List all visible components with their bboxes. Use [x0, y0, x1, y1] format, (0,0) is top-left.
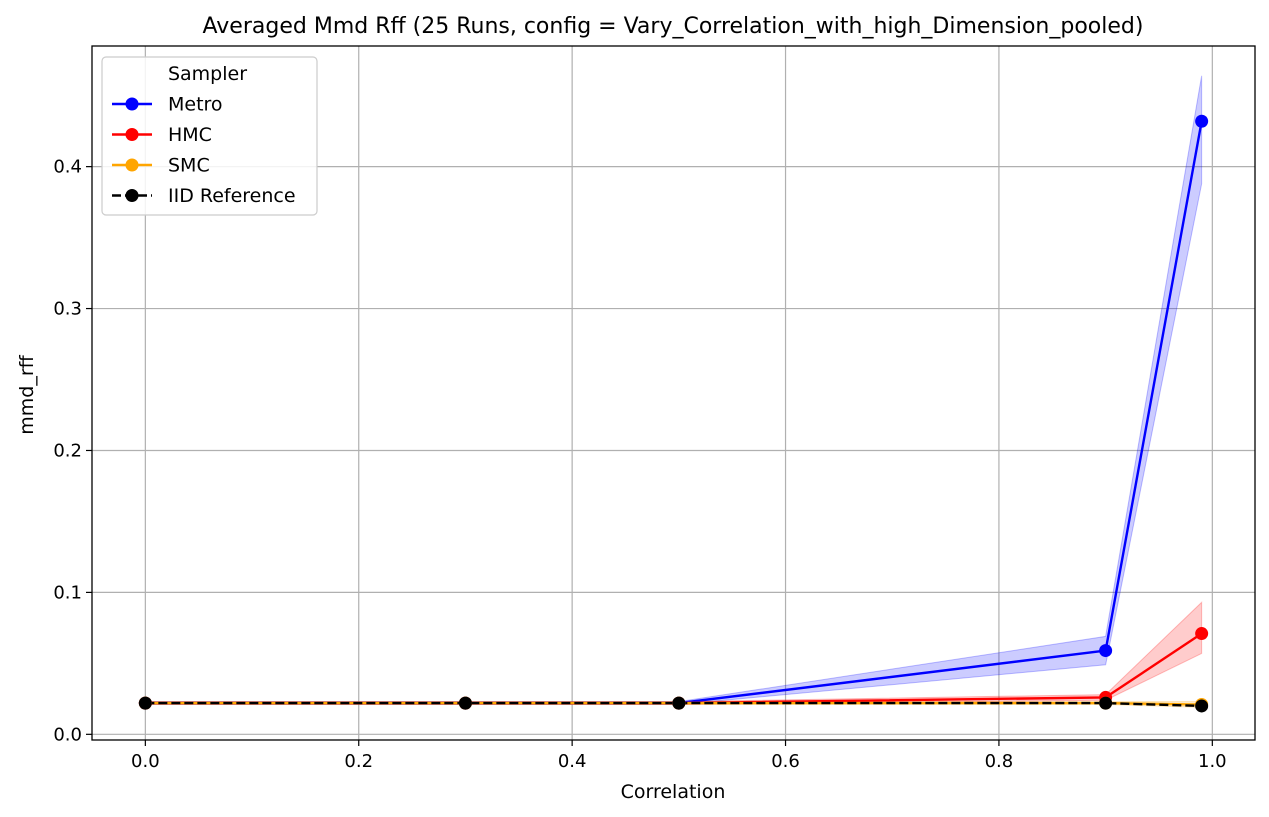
data-point — [138, 696, 152, 710]
plot-frame — [91, 45, 1256, 741]
data-point — [458, 696, 472, 710]
x-tick-label: 0.2 — [344, 751, 373, 772]
x-tick-label: 0.4 — [558, 751, 587, 772]
legend-box — [101, 56, 318, 216]
data-point — [672, 696, 686, 710]
legend-label: Metro — [168, 94, 223, 116]
legend-label: HMC — [168, 124, 212, 146]
x-axis-label: Correlation — [621, 781, 726, 803]
x-tick-label: 0.0 — [131, 751, 160, 772]
data-point — [1195, 699, 1209, 713]
axes: 0.0 0.2 0.4 0.6 0.8 1.0 0.0 0.1 0.2 0.3 0.4 — [53, 45, 1256, 772]
chart-title: Averaged Mmd Rff (25 Runs, config = Vary… — [203, 14, 1144, 39]
data-point — [1099, 644, 1113, 658]
data-point — [1099, 696, 1113, 710]
data-point — [1195, 114, 1209, 128]
y-tick-label: 0.0 — [53, 724, 82, 745]
legend-label: IID Reference — [168, 185, 296, 207]
legend-marker — [125, 158, 139, 172]
legend-label: SMC — [168, 155, 210, 177]
y-axis-label: mmd_rff — [16, 354, 38, 434]
series-markers — [138, 114, 1209, 713]
x-tick-label: 0.6 — [771, 751, 800, 772]
confidence-band — [144, 601, 1203, 706]
legend-title: Sampler — [168, 63, 247, 85]
confidence-band — [144, 75, 1203, 706]
data-point — [1195, 627, 1209, 641]
legend-marker — [125, 97, 139, 111]
y-tick-label: 0.1 — [53, 582, 82, 603]
x-tick-label: 0.8 — [985, 751, 1014, 772]
y-tick-label: 0.3 — [53, 299, 82, 320]
legend-marker — [125, 128, 139, 141]
y-tick-label: 0.2 — [53, 440, 82, 461]
legend: Sampler Metro HMC SMC IID Reference — [101, 56, 318, 216]
x-tick-label: 1.0 — [1198, 751, 1227, 772]
y-tick-label: 0.4 — [53, 157, 82, 178]
legend-marker — [125, 189, 139, 202]
